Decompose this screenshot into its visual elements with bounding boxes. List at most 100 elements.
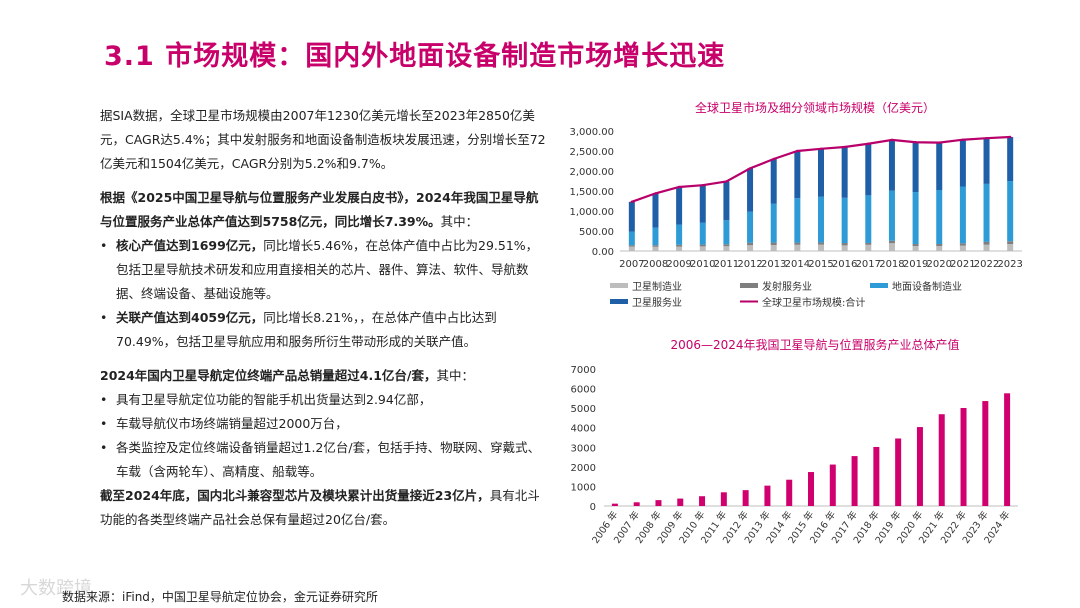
bar <box>808 472 814 506</box>
x-tick-label: 2021 <box>950 259 975 270</box>
bar <box>720 492 727 506</box>
bar-segment <box>699 244 706 247</box>
bar-segment <box>794 198 801 243</box>
y-tick-label: 2,500.00 <box>569 147 614 158</box>
bar-segment <box>747 245 754 251</box>
bar <box>786 479 793 506</box>
bullet-dot: • <box>100 416 108 431</box>
bullet-monitoring-text: 各类监控及定位终端设备销量超过1.2亿台/套，包括手持、物联网、穿戴式、车载（含… <box>116 440 541 479</box>
x-tick-label: 2015 <box>808 259 833 270</box>
legend-swatch <box>870 283 888 288</box>
bar <box>829 464 836 506</box>
legend-label: 卫星服务业 <box>632 296 682 309</box>
total-point <box>677 185 681 189</box>
bar <box>633 502 640 506</box>
bullet-smartphones: • 具有卫星导航定位功能的智能手机出货量达到2.94亿部， <box>100 388 550 412</box>
y-tick-label: 4000 <box>571 424 596 435</box>
bar-segment <box>628 201 635 232</box>
bar <box>1004 393 1011 506</box>
bar <box>895 438 902 506</box>
bullet-monitoring: • 各类监控及定位终端设备销量超过1.2亿台/套，包括手持、物联网、穿戴式、车载（… <box>100 436 550 484</box>
bar-segment <box>770 245 777 251</box>
bar-segment <box>936 190 943 244</box>
bar-segment <box>628 245 635 247</box>
bar-segment <box>841 197 848 243</box>
bullet-car-text: 车载导航仪市场终端销量超过2000万台， <box>116 416 348 431</box>
bullet-dot: • <box>100 310 108 325</box>
legend-label: 发射服务业 <box>762 280 812 293</box>
bar-segment <box>912 244 919 246</box>
bar-segment <box>865 195 872 243</box>
total-point <box>796 149 799 153</box>
bar-segment <box>652 227 659 246</box>
bar-segment <box>841 243 848 246</box>
paragraph-beidou-bold: 截至2024年底，国内北斗兼容型芯片及模块累计出货量接近23亿片， <box>100 488 490 503</box>
bar-segment <box>936 142 943 190</box>
bullet-core-value: • 核心产值达到1699亿元，同比增长5.46%，在总体产值中占比为29.51%，… <box>100 234 550 306</box>
page-title: 3.1 市场规模：国内外地面设备制造市场增长迅速 <box>104 41 726 72</box>
x-tick-label: 2020 <box>927 259 952 270</box>
y-tick-label: 500.00 <box>579 227 614 238</box>
paragraph-sia: 据SIA数据，全球卫星市场规模由2007年1230亿美元增长至2023年2850… <box>100 108 546 171</box>
x-tick-label: 2016 <box>832 259 857 270</box>
x-tick-label: 2018 <box>879 259 904 270</box>
total-point <box>890 138 894 142</box>
bar-segment <box>676 246 683 251</box>
paragraph-terminal-rest: 其中： <box>436 368 475 383</box>
bar-segment <box>888 243 895 251</box>
bar-segment <box>1007 244 1014 251</box>
bar <box>677 498 684 506</box>
legend-swatch <box>740 283 758 288</box>
bar <box>742 490 749 506</box>
bar-segment <box>699 222 706 245</box>
bar-segment <box>676 244 683 247</box>
bar-segment <box>888 139 895 191</box>
bar-segment <box>770 159 777 204</box>
y-tick-label: 1000 <box>571 482 596 493</box>
bar-segment <box>723 181 730 221</box>
total-point <box>630 200 634 203</box>
bar-segment <box>983 241 990 245</box>
bar-segment <box>699 246 706 251</box>
bar-segment <box>983 183 990 242</box>
paragraph-whitepaper-rest: 其中： <box>440 214 479 229</box>
bar-segment <box>959 243 966 246</box>
chart2-title: 2006—2024年我国卫星导航与位置服务产业总体产值 <box>670 338 960 352</box>
bullet-related-rest: 同比增长8.21%，，在总体产值中占比达到70.49%，包括卫星导航应用和服务所… <box>116 310 497 349</box>
paragraph-terminal-sales: 2024年国内卫星导航定位终端产品总销量超过4.1亿台/套，其中： <box>100 364 550 388</box>
x-tick-label: 2019 <box>903 259 928 270</box>
y-tick-label: 1,000.00 <box>569 207 614 218</box>
bar-segment <box>699 185 706 223</box>
bar-segment <box>794 242 801 245</box>
bar <box>960 408 967 506</box>
bar-segment <box>747 242 754 246</box>
bar-segment <box>818 244 824 251</box>
legend-swatch <box>610 283 628 288</box>
total-point <box>1008 135 1012 139</box>
x-tick-label: 2022 <box>974 259 999 270</box>
bullet-core-rest: 同比增长5.46%，在总体产值中占比为29.51%，包括卫星导航技术研发和应用直… <box>116 238 539 301</box>
x-tick-label: 2013 <box>761 259 786 270</box>
bar-segment <box>841 147 848 198</box>
y-tick-label: 7000 <box>571 365 596 376</box>
bar <box>851 456 858 506</box>
bar-segment <box>676 224 683 245</box>
bar-segment <box>652 246 659 251</box>
y-tick-label: 5000 <box>571 404 596 415</box>
legend-label: 卫星制造业 <box>632 280 682 293</box>
total-point <box>748 167 752 170</box>
total-point <box>725 180 728 183</box>
bar-segment <box>794 151 801 199</box>
bar-segment <box>888 190 895 241</box>
bullet-related-bold: 关联产值达到4059亿元， <box>116 310 264 325</box>
x-tick-label: 2017 <box>856 259 881 270</box>
total-point <box>843 145 846 149</box>
paragraph-whitepaper: 根据《2025中国卫星导航与位置服务产业发展白皮书》，2024年我国卫星导航与位… <box>100 186 550 234</box>
source-note: 数据来源：iFind，中国卫星导航定位协会，金元证券研究所 <box>62 590 378 604</box>
bar-segment <box>628 246 635 251</box>
total-point <box>914 141 917 144</box>
y-tick-label: 3000 <box>571 443 596 454</box>
x-tick-label: 2009 <box>666 259 691 270</box>
bar-segment <box>723 220 730 245</box>
bar-segment <box>983 138 990 184</box>
